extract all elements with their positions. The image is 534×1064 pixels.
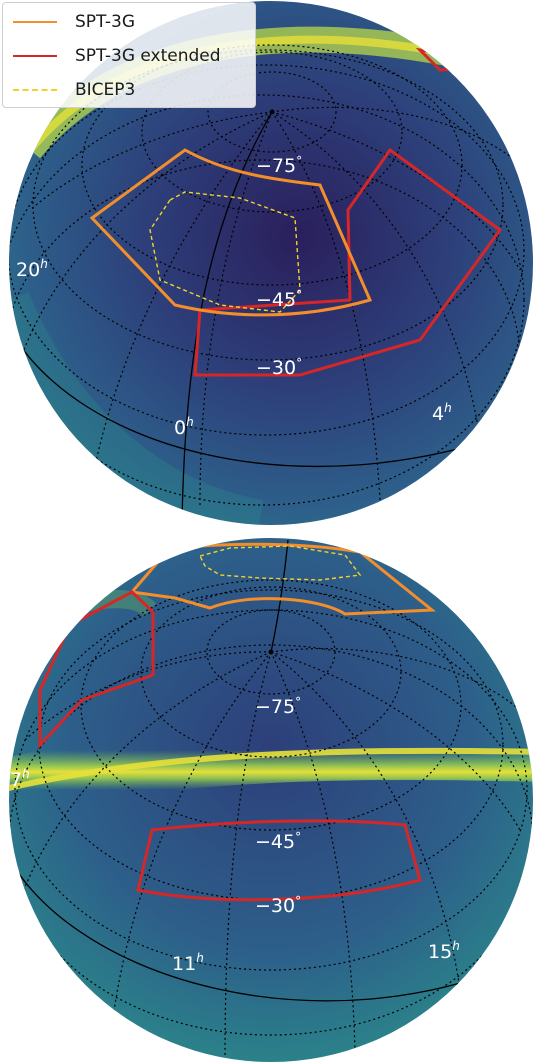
top-dec-label-75: −75° (256, 154, 302, 177)
legend-item-bicep3: BICEP3 (13, 75, 135, 105)
bottom-graticule (9, 579, 533, 1061)
top-ra-label-20h: 20h (16, 257, 48, 281)
bottom-spt3g (129, 542, 437, 616)
legend-label: SPT-3G extended (75, 46, 221, 66)
bottom-ra-label-7h: 7h (10, 767, 30, 791)
top-equator (9, 329, 521, 468)
legend-swatch-spt3g (13, 21, 57, 23)
top-ra-label-4h: 4h (432, 401, 452, 425)
bottom-spt3g-extended-lower (136, 819, 422, 902)
top-dec-label-45: −45° (256, 288, 302, 311)
bottom-dec-label-75: −75° (255, 695, 301, 718)
legend-item-spt3g-extended: SPT-3G extended (13, 41, 221, 71)
bottom-equator (9, 859, 526, 1002)
top-zero-meridian (181, 111, 273, 525)
bottom-globe-disk (9, 538, 533, 1062)
legend-label: BICEP3 (75, 80, 136, 100)
bottom-globe: −75° −45° −30° 7h 11h 15h (9, 538, 533, 1062)
legend-swatch-bicep3 (13, 89, 57, 91)
legend: SPT-3G SPT-3G extended BICEP3 (2, 2, 256, 108)
bottom-zero-meridian (270, 539, 289, 653)
bottom-dec-label-45: −45° (255, 830, 301, 853)
legend-label: SPT-3G (75, 12, 135, 32)
legend-swatch-spt3g-extended (13, 55, 57, 57)
bottom-ra-label-15h: 15h (428, 939, 460, 963)
top-spt3g (89, 148, 373, 317)
bottom-dec-label-30: −30° (255, 894, 301, 917)
top-spt3g-extended (193, 147, 503, 377)
legend-item-spt3g: SPT-3G (13, 7, 135, 37)
top-dec-label-30: −30° (256, 356, 302, 379)
bottom-ra-label-11h: 11h (172, 951, 204, 975)
bottom-bicep3 (198, 545, 362, 581)
top-bicep3 (149, 191, 301, 313)
top-ra-label-0h: 0h (174, 415, 194, 439)
